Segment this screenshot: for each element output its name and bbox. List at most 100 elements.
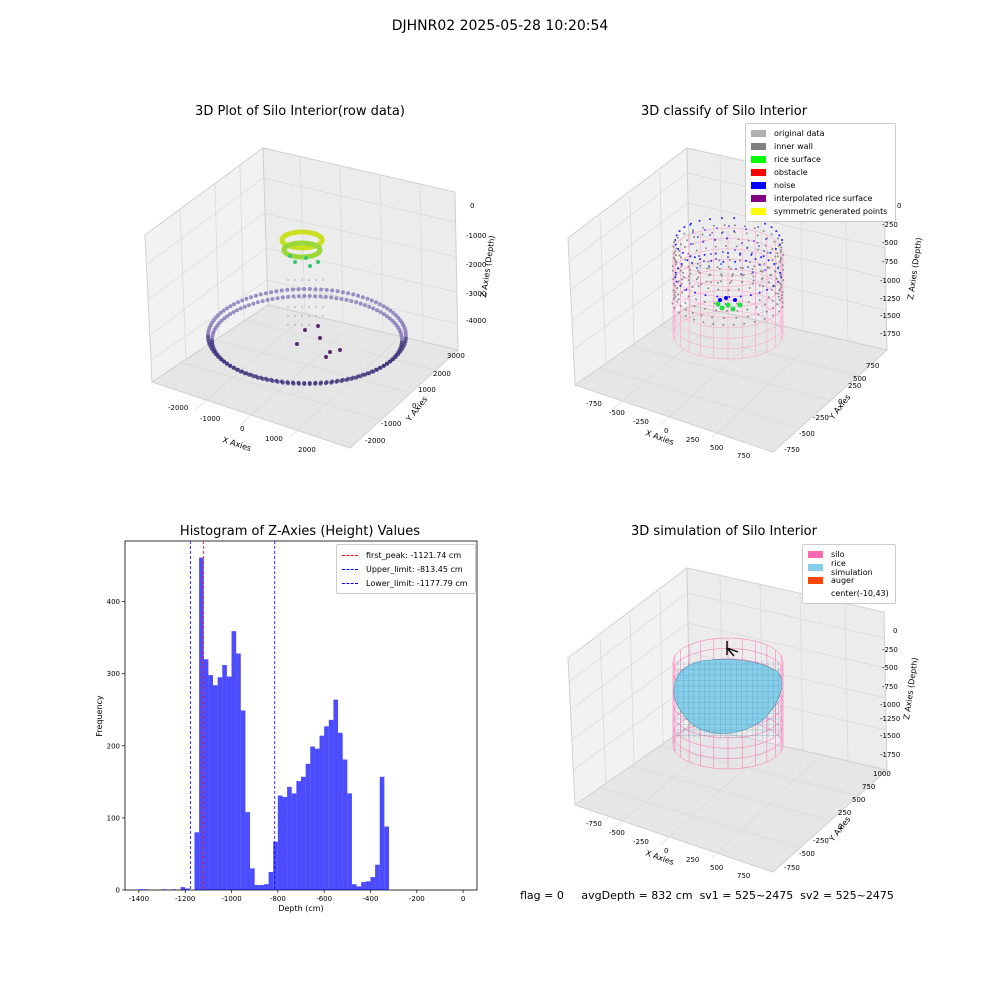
simulation-silo-wireframe — [672, 637, 784, 770]
raw-ring-point — [392, 320, 397, 325]
raw-ring-point — [302, 382, 307, 386]
legend-swatch — [751, 182, 766, 189]
classify-wall-point — [748, 286, 751, 289]
classify-wall-point — [691, 312, 694, 314]
classify-wall-point — [773, 285, 776, 288]
classify-wall-point — [775, 230, 778, 233]
classify-wall-point — [675, 280, 678, 283]
classify-wall-point — [673, 241, 675, 243]
raw-column-point — [287, 297, 289, 299]
raw-top-point — [288, 253, 294, 259]
raw-top-point — [315, 251, 321, 256]
classify-y-label: Y Axies — [827, 393, 853, 422]
classify-wall-point — [777, 265, 780, 268]
raw-top-point — [293, 229, 299, 235]
raw-z-tick: 0 — [470, 202, 474, 210]
classify-noise-point — [689, 224, 691, 226]
classify-wall-point — [699, 264, 702, 267]
classify-noise-point — [714, 239, 716, 241]
raw-z-label: Z Axies (Depth) — [479, 235, 497, 298]
raw-ring-point — [340, 290, 345, 295]
raw-top-point — [282, 249, 288, 255]
raw-column-point — [287, 288, 289, 290]
raw-top-point — [311, 244, 317, 249]
classify-noise-point — [728, 225, 730, 227]
classify-y-tick: 750 — [866, 362, 879, 370]
simulation-y-tick: -750 — [784, 864, 800, 872]
classify-z-tick: -500 — [882, 239, 898, 247]
raw-top-point — [284, 232, 290, 238]
histogram-bar — [287, 786, 292, 890]
raw-ring-point — [354, 300, 359, 305]
classify-noise-point — [710, 253, 712, 255]
raw-top-point — [312, 231, 318, 237]
classify-wall-point — [760, 278, 763, 280]
classify-x-tick: -750 — [586, 400, 602, 408]
classify-wall-point — [759, 270, 762, 272]
simulation-silo-ring — [672, 720, 784, 770]
raw-ring-point — [398, 349, 403, 354]
raw-column-point — [294, 306, 296, 308]
classify-wall-point — [681, 291, 684, 294]
classify-wall-point — [682, 271, 684, 274]
classify-wall-point — [774, 292, 777, 295]
raw-top-point — [308, 264, 312, 268]
classify-wall-point — [764, 303, 767, 306]
classify-wall-point — [728, 296, 731, 298]
simulation-z-tick: -500 — [882, 664, 898, 672]
classify-wall-point — [745, 232, 748, 235]
raw-ring-point — [404, 334, 408, 338]
classify-wall-point — [742, 273, 745, 276]
histogram-bar — [342, 759, 348, 890]
classify-wall-point — [730, 280, 733, 283]
raw-column-point — [315, 279, 317, 281]
classify-wall-point — [674, 250, 677, 253]
raw-ring-point — [403, 328, 408, 333]
raw-ring-point — [215, 323, 220, 328]
raw-top-point — [307, 230, 313, 236]
classify-wall-point — [777, 244, 780, 247]
classify-noise-point — [718, 298, 722, 302]
classify-wall-point — [677, 247, 680, 250]
classify-wall-point — [677, 267, 680, 270]
raw-column-point — [287, 315, 289, 317]
raw-top-point — [305, 229, 311, 235]
raw-ring-point — [221, 308, 226, 313]
histogram-bar — [305, 763, 311, 890]
raw-ring-point — [391, 357, 396, 362]
raw-ring-point — [302, 294, 307, 298]
raw-ring-point — [231, 310, 236, 315]
raw-ring-point — [213, 350, 218, 355]
classify-wall-point — [680, 265, 683, 268]
classify-wall-point — [707, 260, 710, 263]
raw-top-point — [303, 254, 309, 260]
classify-wall-point — [780, 256, 782, 259]
raw-ring-point — [344, 298, 349, 302]
raw-ring-point — [222, 359, 227, 364]
classify-wall-point — [780, 273, 783, 276]
histogram-bar — [384, 826, 389, 890]
histogram-x-tick: -1400 — [129, 895, 149, 903]
simulation-silo-ring — [672, 710, 784, 759]
raw-ring-point — [340, 377, 345, 382]
raw-ring-point — [385, 361, 390, 366]
simulation-z-tick: 0 — [893, 627, 897, 635]
classify-wall-point — [778, 234, 781, 237]
simulation-x-tick: 500 — [710, 864, 723, 872]
classify-wall-point — [778, 310, 781, 313]
classify-noise-point — [715, 258, 717, 260]
classify-noise-point — [757, 226, 759, 228]
raw-top-point — [282, 241, 288, 247]
avg-depth-text: avgDepth = 832 cm — [581, 889, 693, 902]
classify-wall-point — [672, 269, 674, 272]
classify-wall-point — [769, 251, 772, 254]
raw-top-point — [286, 242, 292, 248]
raw-top-point — [284, 251, 290, 257]
raw-ring-point — [270, 379, 275, 383]
raw-ring-point — [291, 294, 296, 299]
raw-top-point — [315, 244, 321, 250]
classify-wall-point — [753, 320, 756, 323]
raw-top-point — [297, 254, 303, 260]
raw-top-point — [317, 247, 323, 253]
raw-ring-point — [313, 380, 318, 385]
